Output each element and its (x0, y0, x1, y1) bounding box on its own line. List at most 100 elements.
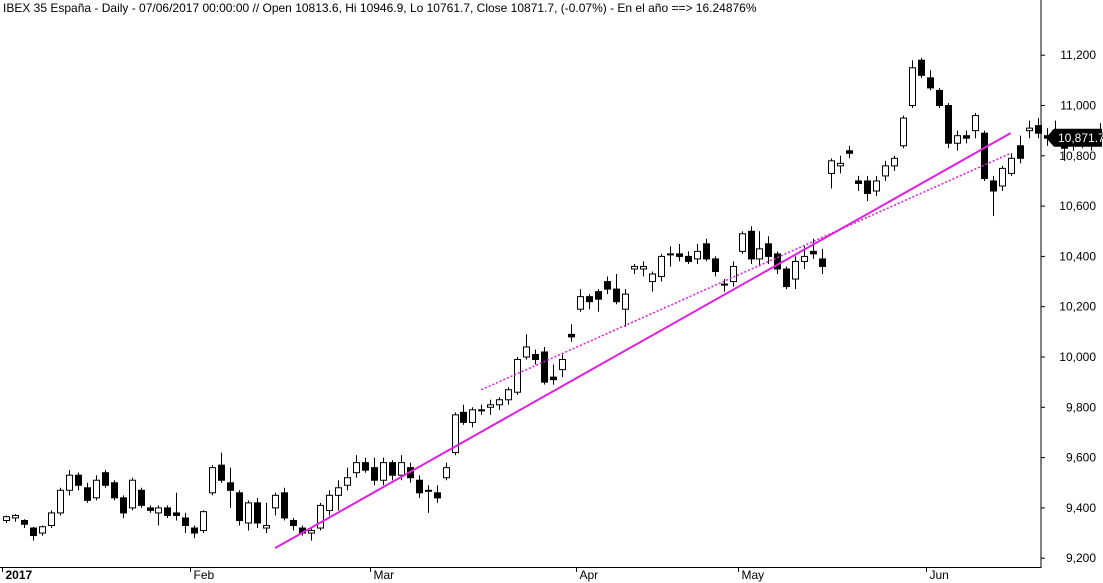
candle-body-up (3, 516, 10, 521)
candle (245, 500, 252, 531)
candle-body-up (909, 67, 916, 107)
candle (550, 364, 557, 385)
candle (658, 253, 665, 282)
candle (326, 490, 333, 516)
last-price-badge (1046, 128, 1102, 147)
candle-body-down (191, 527, 198, 534)
candle-body-up (200, 511, 207, 532)
candle-body-down (532, 353, 539, 361)
candle-body-up (649, 273, 656, 283)
candle (434, 485, 441, 503)
candle-body-up (900, 117, 907, 147)
candle-body-down (945, 105, 952, 144)
candle (990, 175, 997, 217)
candle (945, 102, 952, 149)
candle-body-down (389, 462, 396, 476)
candle-body-up (891, 157, 898, 167)
y-tick-label: 10,400 (1059, 249, 1096, 263)
candle (344, 467, 351, 491)
candle (263, 502, 270, 534)
candle (129, 477, 136, 511)
candle-body-down (864, 180, 871, 195)
candle (954, 130, 961, 151)
candle (810, 238, 817, 259)
candle-body-up (478, 409, 485, 412)
candle-body-up (272, 494, 279, 509)
candle (999, 165, 1006, 192)
candle-body-up (380, 462, 387, 481)
candle-body-down (102, 472, 109, 486)
candle (443, 462, 450, 481)
candle-body-down (568, 333, 575, 338)
candle (685, 251, 692, 264)
candle-body-down (281, 492, 288, 519)
candle-body-down (1017, 145, 1024, 159)
candle-body-up (209, 467, 216, 494)
candle (39, 525, 46, 536)
x-tick-label: May (742, 568, 765, 582)
candle (496, 397, 503, 410)
candle-body-down (981, 132, 988, 179)
chart-title: IBEX 35 España - Daily - 07/06/2017 00:0… (3, 1, 757, 15)
candle (855, 175, 862, 192)
candle (730, 261, 737, 287)
candle (102, 470, 109, 488)
candle (164, 505, 171, 518)
candle (864, 175, 871, 202)
candle-body-up (828, 160, 835, 174)
candle (703, 238, 710, 262)
candle (1008, 153, 1015, 176)
candle-body-up (622, 293, 629, 310)
trendlines-layer (274, 132, 1012, 550)
candle-body-down (138, 489, 145, 506)
candle-body-up (882, 165, 889, 177)
candle (613, 274, 620, 305)
candle-body-down (918, 59, 925, 76)
candle (559, 354, 566, 378)
x-tick-label: Feb (194, 568, 215, 582)
last-price-label: 10,871.7 (1058, 131, 1103, 145)
candle-body-down (765, 243, 772, 257)
y-tick-label: 9,600 (1066, 451, 1096, 465)
candle-body-up (658, 255, 665, 278)
candle (138, 487, 145, 508)
candle (523, 334, 530, 360)
y-tick-label: 10,200 (1059, 300, 1096, 314)
candle (900, 115, 907, 149)
candle (837, 155, 844, 174)
trendline-solid (274, 132, 1012, 550)
candle-body-down (254, 502, 261, 524)
candle-body-down (703, 243, 710, 260)
candle (75, 472, 82, 491)
candle-body-up (469, 409, 476, 423)
candle (209, 465, 216, 496)
candle (505, 387, 512, 405)
candle (182, 512, 189, 534)
candle (765, 236, 772, 264)
candle (676, 243, 683, 262)
candle-body-down (371, 467, 378, 481)
candle (631, 263, 638, 275)
candle-body-up (496, 399, 503, 406)
last-price-marker: 10,871.7 (1046, 128, 1103, 147)
candle-body-down (810, 250, 817, 255)
candle-body-up (873, 180, 880, 192)
candle (756, 231, 763, 267)
candle-body-up (155, 507, 162, 514)
candle (846, 145, 853, 159)
candle-body-up (1026, 127, 1033, 132)
candle (66, 470, 73, 496)
candle (1026, 120, 1033, 139)
candle-body-up (39, 526, 46, 534)
candle (586, 294, 593, 310)
candle (819, 248, 826, 275)
candle-body-up (999, 167, 1006, 187)
candle-body-down (685, 255, 692, 262)
candle-body-up (12, 514, 19, 519)
candle-body-down (855, 180, 862, 184)
candle (12, 514, 19, 522)
candle (604, 276, 611, 295)
candle (927, 70, 934, 91)
candle-body-up (326, 494, 333, 511)
